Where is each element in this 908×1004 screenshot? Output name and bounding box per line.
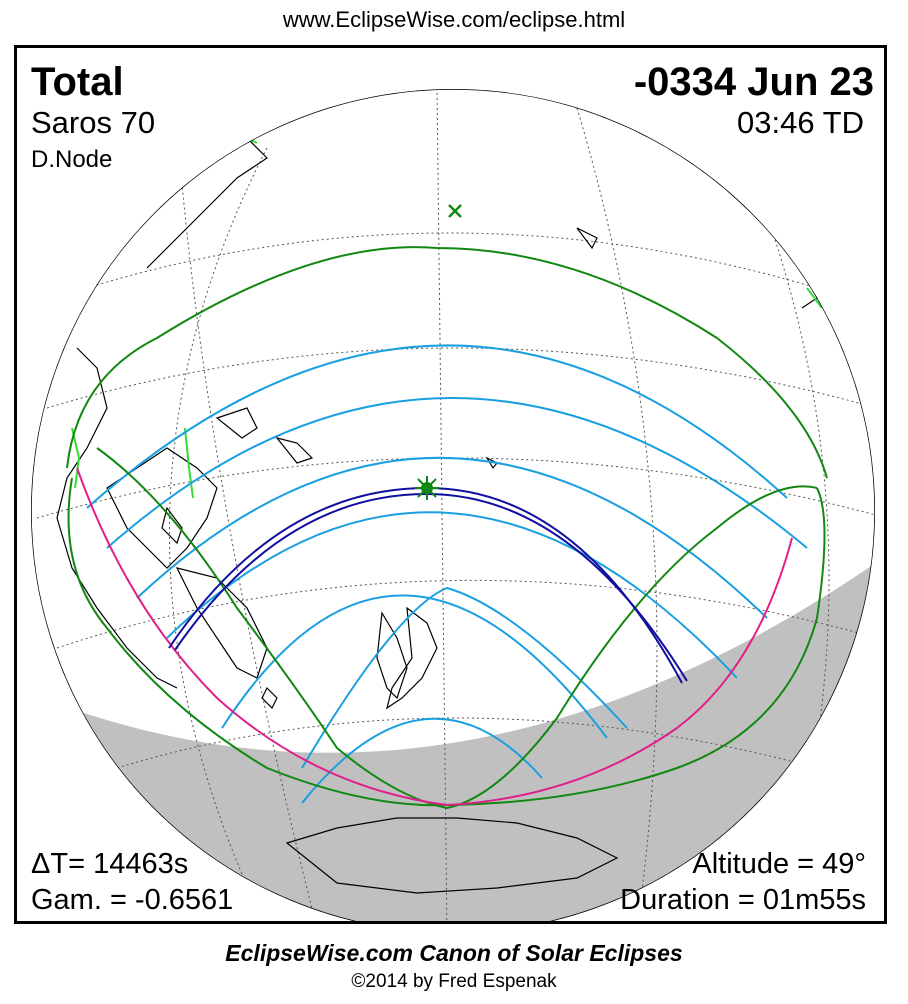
gamma-value: Gam. = -0.6561 <box>31 884 234 916</box>
star-burst-icon <box>415 476 439 500</box>
x-cross-icon <box>448 204 462 218</box>
delta-t: ΔT= 14463s <box>31 848 189 880</box>
totality-duration: Duration = 01m55s <box>620 884 866 916</box>
coastlines <box>56 137 818 894</box>
eclipse-type: Total <box>31 60 124 104</box>
lunar-node: D.Node <box>31 146 113 173</box>
canon-title: EclipseWise.com Canon of Solar Eclipses <box>225 940 683 966</box>
graticule-lines <box>36 89 875 921</box>
source-url[interactable]: www.EclipseWise.com/eclipse.html <box>282 7 626 32</box>
sunrise-sunset-curve <box>76 467 793 807</box>
eclipse-date: -0334 Jun 23 <box>633 60 874 104</box>
copyright-notice: ©2014 by Fred Espenak <box>351 971 557 992</box>
eclipse-time: 03:46 TD <box>737 105 864 140</box>
eclipse-map-frame: Total -0334 Jun 23 Saros 70 03:46 TD D.N… <box>14 45 887 924</box>
night-side-shading <box>31 548 875 921</box>
saros-number: Saros 70 <box>31 105 156 140</box>
magnitude-contours <box>86 344 808 804</box>
sun-altitude: Altitude = 49° <box>692 848 866 880</box>
globe-map <box>31 89 875 921</box>
